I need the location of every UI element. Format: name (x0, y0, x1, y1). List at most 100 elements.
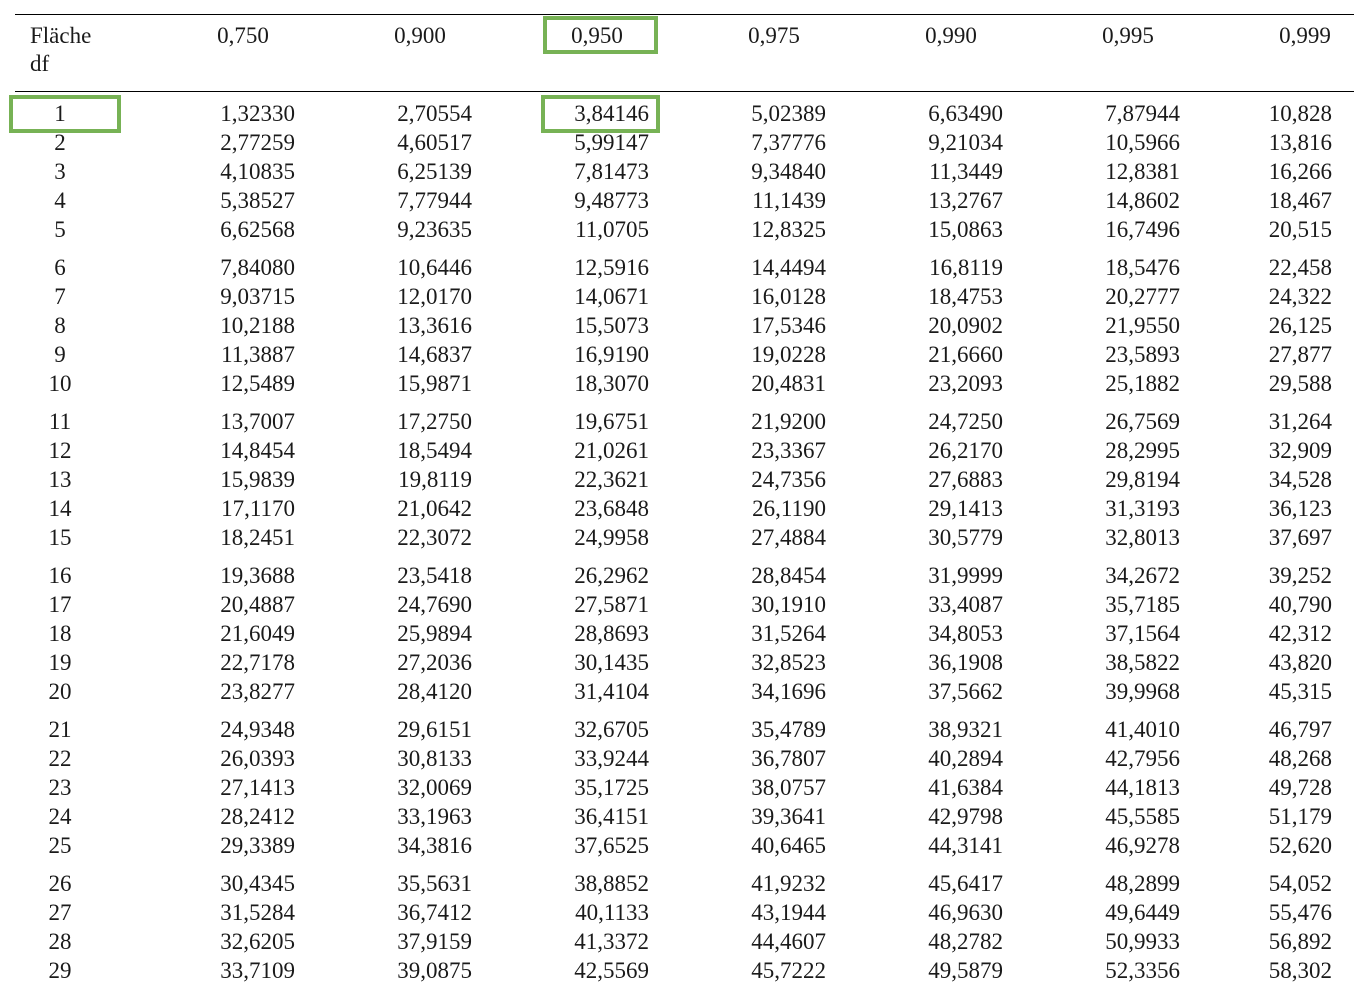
table-cell: 11,1439 (752, 188, 826, 213)
table-cell: 23,6848 (574, 496, 649, 521)
table-cell: 20,4831 (751, 371, 826, 396)
df-cell: 20 (48, 679, 72, 704)
table-cell: 20,0902 (928, 313, 1003, 338)
table-cell: 37,1564 (1105, 621, 1180, 646)
table-cell: 12,0170 (397, 284, 472, 309)
table-cell: 30,5779 (928, 525, 1003, 550)
df-cell: 24 (48, 804, 72, 829)
header-area-label: Fläche (30, 23, 92, 48)
table-cell: 7,81473 (574, 159, 649, 184)
table-cell: 16,9190 (574, 342, 649, 367)
table-cell: 21,9200 (751, 409, 826, 434)
table-cell: 9,23635 (397, 217, 472, 242)
table-cell: 27,4884 (751, 525, 826, 550)
table-cell: 36,7807 (751, 746, 826, 771)
df-cell: 14 (48, 496, 72, 521)
table-cell: 2,70554 (397, 101, 472, 126)
column-header: 0,990 (925, 23, 977, 48)
table-top-rule (15, 14, 1354, 15)
table-cell: 31,3193 (1105, 496, 1180, 521)
table-cell: 20,4887 (220, 592, 295, 617)
df-cell: 1 (54, 101, 66, 126)
table-cell: 4,60517 (397, 130, 472, 155)
table-cell: 32,909 (1268, 438, 1332, 463)
table-cell: 34,2672 (1105, 563, 1180, 588)
table-cell: 29,8194 (1105, 467, 1180, 492)
table-cell: 21,0642 (397, 496, 472, 521)
table-cell: 15,9871 (397, 371, 472, 396)
table-cell: 42,9798 (928, 804, 1003, 829)
table-cell: 24,9958 (574, 525, 649, 550)
table-cell: 28,8693 (574, 621, 649, 646)
table-cell: 1,32330 (220, 101, 295, 126)
table-cell: 21,6049 (220, 621, 295, 646)
df-cell: 22 (48, 746, 72, 771)
table-cell: 45,7222 (751, 958, 826, 983)
table-cell: 7,87944 (1105, 101, 1180, 126)
df-cell: 3 (54, 159, 66, 184)
table-cell: 42,7956 (1105, 746, 1180, 771)
table-cell: 17,1170 (221, 496, 295, 521)
table-cell: 31,5284 (220, 900, 295, 925)
table-cell: 19,3688 (220, 563, 295, 588)
table-cell: 11,3887 (221, 342, 295, 367)
column-header: 0,950 (571, 23, 623, 48)
table-cell: 35,7185 (1105, 592, 1180, 617)
table-cell: 42,312 (1268, 621, 1332, 646)
table-cell: 37,9159 (397, 929, 472, 954)
column-header: 0,900 (394, 23, 446, 48)
table-cell: 15,5073 (574, 313, 649, 338)
df-cell: 11 (48, 409, 72, 434)
df-cell: 23 (48, 775, 72, 800)
table-cell: 28,4120 (397, 679, 472, 704)
table-cell: 29,3389 (220, 833, 295, 858)
table-cell: 25,9894 (397, 621, 472, 646)
table-cell: 15,0863 (928, 217, 1003, 242)
table-cell: 22,3072 (397, 525, 472, 550)
table-cell: 28,8454 (751, 563, 826, 588)
table-cell: 12,5916 (574, 255, 649, 280)
table-cell: 14,4494 (751, 255, 826, 280)
table-cell: 30,8133 (397, 746, 472, 771)
table-cell: 36,123 (1268, 496, 1332, 521)
table-cell: 23,5893 (1105, 342, 1180, 367)
table-cell: 58,302 (1268, 958, 1332, 983)
column-header: 0,750 (217, 23, 269, 48)
table-cell: 26,7569 (1105, 409, 1180, 434)
df-cell: 15 (48, 525, 72, 550)
table-cell: 12,5489 (220, 371, 295, 396)
table-cell: 38,0757 (751, 775, 826, 800)
table-cell: 14,8602 (1105, 188, 1180, 213)
table-cell: 33,4087 (928, 592, 1003, 617)
df-cell: 4 (54, 188, 66, 213)
table-cell: 36,4151 (574, 804, 649, 829)
df-cell: 19 (48, 650, 72, 675)
df-cell: 27 (48, 900, 72, 925)
table-cell: 49,728 (1268, 775, 1332, 800)
table-cell: 7,84080 (220, 255, 295, 280)
df-cell: 29 (48, 958, 72, 983)
df-cell: 28 (48, 929, 72, 954)
table-cell: 32,8523 (751, 650, 826, 675)
table-cell: 54,052 (1268, 871, 1332, 896)
table-cell: 43,1944 (751, 900, 826, 925)
table-cell: 44,1813 (1105, 775, 1180, 800)
column-header: 0,995 (1102, 23, 1154, 48)
table-cell: 27,877 (1268, 342, 1332, 367)
df-cell: 2 (54, 130, 66, 155)
table-cell: 34,1696 (751, 679, 826, 704)
table-cell: 52,620 (1268, 833, 1332, 858)
table-cell: 10,828 (1268, 101, 1332, 126)
table-cell: 36,1908 (928, 650, 1003, 675)
table-cell: 31,264 (1268, 409, 1332, 434)
table-cell: 23,2093 (928, 371, 1003, 396)
df-cell: 7 (54, 284, 66, 309)
table-cell: 52,3356 (1105, 958, 1180, 983)
table-cell: 6,62568 (220, 217, 295, 242)
table-cell: 40,1133 (575, 900, 649, 925)
table-cell: 40,6465 (751, 833, 826, 858)
table-cell: 32,0069 (397, 775, 472, 800)
df-cell: 8 (54, 313, 66, 338)
table-cell: 44,3141 (928, 833, 1003, 858)
table-cell: 43,820 (1268, 650, 1332, 675)
